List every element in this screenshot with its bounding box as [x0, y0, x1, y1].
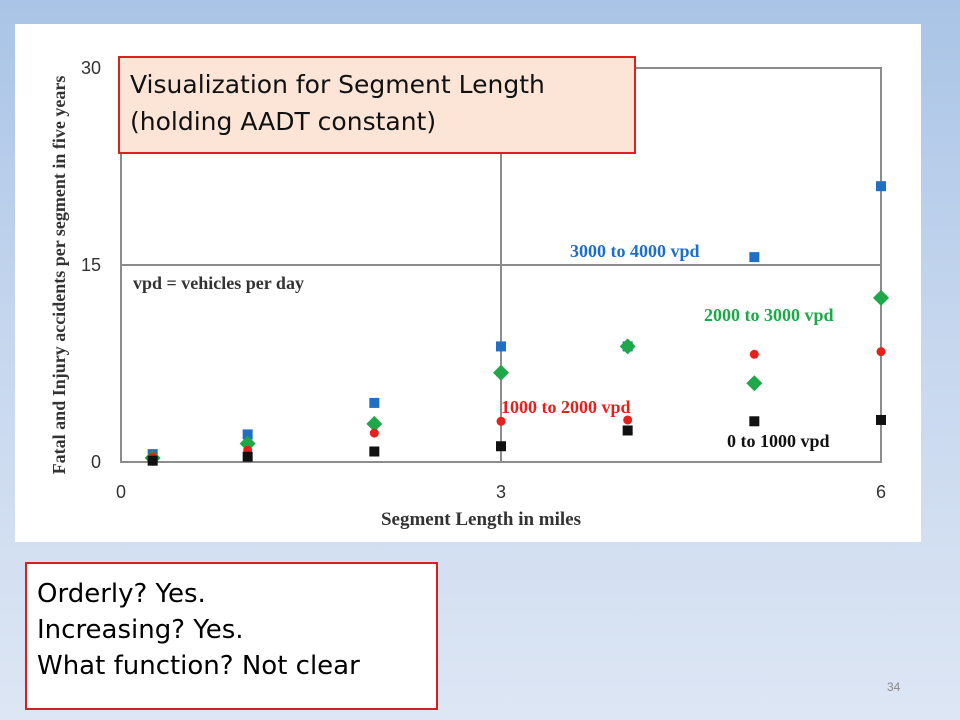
series-label: 0 to 1000 vpd [727, 431, 830, 451]
data-point [493, 364, 509, 381]
data-point [876, 347, 886, 357]
y-axis-label: Fatal and Injury accidents per segment i… [49, 76, 69, 475]
data-point [242, 429, 253, 440]
data-point [496, 341, 506, 352]
chart-title-line-2: (holding AADT constant) [130, 107, 437, 136]
y-tick-label: 30 [81, 58, 101, 78]
data-point [496, 416, 506, 426]
data-point [369, 397, 380, 408]
x-tick-label: 3 [496, 482, 506, 502]
data-point [369, 428, 379, 438]
data-point [366, 415, 383, 432]
data-point [622, 425, 633, 436]
data-point [873, 289, 889, 306]
vpd-annotation: vpd = vehicles per day [133, 273, 304, 293]
y-tick-label: 0 [91, 452, 101, 472]
x-tick-label: 0 [116, 482, 126, 502]
note-increasing: Increasing? Yes. [37, 615, 244, 645]
slide-number: 34 [887, 680, 901, 694]
scatter-chart: 0 3 6 0 15 30 Segment Length in miles Fatal and… [49, 58, 889, 530]
data-point [619, 338, 636, 355]
series-label: 2000 to 3000 vpd [704, 305, 834, 325]
data-point [749, 252, 760, 263]
data-point [242, 451, 253, 462]
series-label: 1000 to 2000 vpd [501, 397, 631, 417]
y-tick-label: 15 [81, 255, 101, 275]
data-point [369, 446, 380, 457]
data-point [496, 441, 506, 452]
chart-title-line-1: Visualization for Segment Length [130, 70, 545, 99]
note-function: What function? Not clear [37, 651, 360, 681]
data-point [239, 435, 256, 452]
data-point [876, 181, 886, 192]
x-axis-label: Segment Length in miles [381, 509, 581, 530]
data-point [147, 455, 158, 466]
data-point [749, 349, 759, 359]
series-label: 3000 to 4000 vpd [570, 241, 700, 261]
note-orderly: Orderly? Yes. [37, 579, 206, 609]
data-point [876, 414, 886, 425]
data-point [749, 416, 760, 427]
data-point [746, 375, 763, 392]
chart-title-box: Visualization for Segment Length (holdin… [118, 56, 636, 154]
data-point [623, 415, 633, 425]
notes-box: Orderly? Yes. Increasing? Yes. What func… [25, 562, 438, 710]
x-tick-label: 6 [876, 482, 886, 502]
